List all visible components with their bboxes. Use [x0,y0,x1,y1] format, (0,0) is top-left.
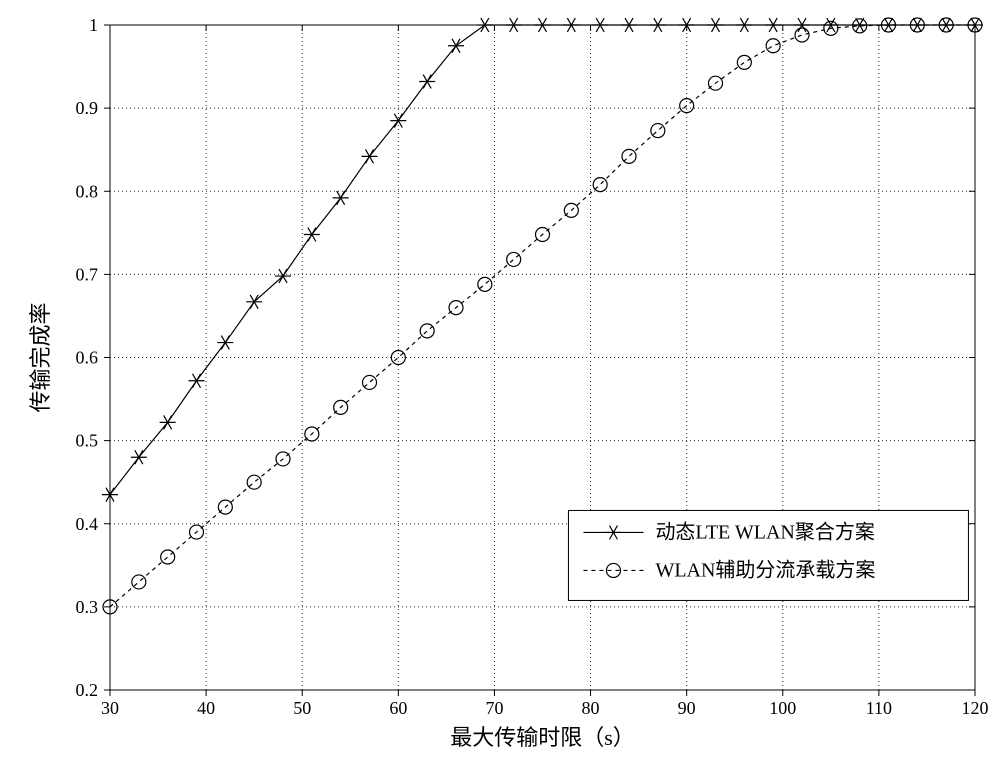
y-tick-label: 0.8 [76,181,99,201]
chart-container: 30 40 50 60 70 80 90 100 110 120 0.2 0.3 0.4 0.5 0.6 0.… [0,0,1000,780]
y-tick-label: 0.6 [76,348,99,368]
x-tick-label: 60 [389,698,407,718]
marker-circle-icon [593,178,607,192]
y-tick-label: 0.9 [76,98,99,118]
x-tick-label: 50 [293,698,311,718]
marker-circle-icon [132,575,146,589]
marker-star-icon [217,336,233,350]
x-tick-label: 40 [197,698,215,718]
marker-star-icon [448,39,464,53]
marker-circle-icon [651,124,665,138]
marker-star-icon [765,18,781,32]
marker-circle-icon [247,475,261,489]
marker-star-icon [477,18,493,32]
x-tick-label: 110 [866,698,892,718]
y-tick-label: 1 [89,15,98,35]
x-ticks: 30 40 50 60 70 80 90 100 110 120 [101,25,989,718]
marker-star-icon [189,374,205,388]
marker-star-icon [563,18,579,32]
marker-star-icon [506,18,522,32]
marker-circle-icon [795,28,809,42]
series-0-line [110,25,975,495]
marker-star-icon [621,18,637,32]
y-tick-label: 0.4 [76,514,99,534]
marker-circle-icon [161,550,175,564]
x-tick-label: 70 [485,698,503,718]
marker-circle-icon [737,55,751,69]
marker-star-icon [131,450,147,464]
legend-item-label: WLAN辅助分流承载方案 [655,558,875,581]
y-tick-label: 0.2 [76,680,99,700]
marker-circle-icon [507,252,521,266]
marker-circle-icon [766,39,780,53]
marker-star-icon [304,228,320,242]
x-tick-label: 120 [962,698,989,718]
marker-star-icon [419,75,435,89]
legend-item-label: 动态LTE WLAN聚合方案 [655,520,874,543]
x-tick-label: 80 [582,698,600,718]
y-tick-label: 0.7 [76,264,99,284]
marker-star-icon [592,18,608,32]
marker-circle-icon [363,375,377,389]
y-axis-label: 传输完成率 [28,302,53,412]
marker-star-icon [708,18,724,32]
series-0 [102,18,983,502]
marker-circle-icon [420,324,434,338]
x-tick-label: 30 [101,698,119,718]
x-tick-label: 100 [769,698,796,718]
y-tick-label: 0.5 [76,431,99,451]
marker-star-icon [535,18,551,32]
x-tick-label: 90 [678,698,696,718]
chart-svg: 30 40 50 60 70 80 90 100 110 120 0.2 0.3 0.4 0.5 0.6 0.… [0,0,1000,780]
marker-circle-icon [622,149,636,163]
marker-star-icon [362,149,378,163]
y-tick-label: 0.3 [76,597,99,617]
marker-star-icon [736,18,752,32]
legend: 动态LTE WLAN聚合方案 WLAN辅助分流承载方案 [568,510,968,600]
x-axis-label: 最大传输时限（s） [450,725,635,750]
marker-circle-icon [478,277,492,291]
marker-star-icon [160,415,176,429]
marker-star-icon [650,18,666,32]
marker-star-icon [333,191,349,205]
